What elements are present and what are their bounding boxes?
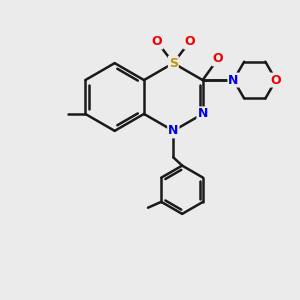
Text: O: O [152,35,162,48]
Text: O: O [271,74,281,87]
Text: O: O [213,52,223,65]
Text: N: N [197,107,208,120]
Text: O: O [184,35,195,48]
Text: S: S [169,57,178,70]
Text: N: N [228,74,239,87]
Text: N: N [168,124,178,137]
